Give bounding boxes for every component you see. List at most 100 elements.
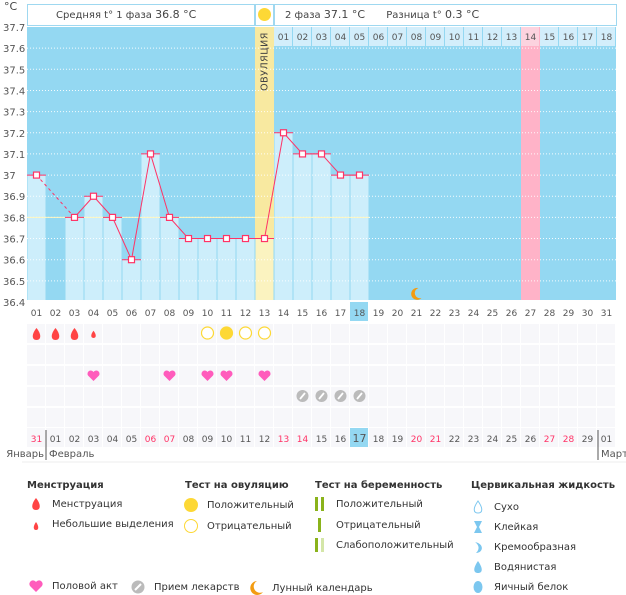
calendar-date: 03 [88,435,99,445]
grid-cell [255,345,273,364]
grid-cell [445,408,463,427]
calendar-date: 15 [316,435,327,445]
pregnancy-negative-icon [312,518,328,532]
grid-cell [46,345,64,364]
legend-item-label: Менструация [52,498,123,510]
y-unit: °C [4,0,18,13]
ovulation-positive-icon [183,497,199,513]
temperature-bar [179,238,198,300]
grid-cell [445,387,463,406]
phase2-day-label: 02 [297,33,308,43]
grid-cell [369,366,387,385]
cycle-day-label: 01 [31,309,42,319]
grid-cell [65,387,83,406]
y-tick-label: 37.2 [3,129,25,140]
calendar-date: 04 [107,435,119,445]
grid-cell [198,345,216,364]
phase2-day-cell [426,27,444,46]
legend-cervical-item: Водянистая [470,560,556,574]
y-tick-label: 36.4 [3,298,25,309]
cycle-day-label: 14 [278,309,290,319]
grid-cell [502,366,520,385]
grid-cell [293,428,311,447]
grid-cell [141,408,159,427]
legend-pregnancy-weak: Слабоположительный [312,538,454,552]
phase2-day-cell [293,27,311,46]
pregnancy-positive-icon [312,497,328,511]
grid-cell [502,428,520,447]
month-label-march: Март [601,449,626,460]
grid-cell [331,345,349,364]
cycle-day-label: 17 [335,309,346,319]
temperature-bar [217,238,236,300]
grid-cell [369,408,387,427]
cycle-day-label: 29 [563,309,575,319]
menstruation-drop-icon [28,498,44,510]
temperature-point [32,171,41,179]
grid-cell [369,345,387,364]
cycle-day-label: 20 [392,309,404,319]
grid-cell [426,366,444,385]
grid-cell [331,324,349,343]
heart-icon [28,580,44,593]
grid-cell [65,408,83,427]
grid-cell [255,428,273,447]
grid-cell [103,428,121,447]
grid-cell [388,324,406,343]
temperature-line-segment [131,153,151,260]
grid-cell [84,428,102,447]
intercourse-heart-icon [258,370,271,381]
calendar-date: 26 [525,435,537,445]
grid-cell [179,387,197,406]
y-tick-label: 37 [3,171,16,182]
grid-cell [521,324,539,343]
menstruation-drop-icon [70,328,79,340]
pregnancy-weak-icon [312,538,328,552]
current-day-highlight [350,302,368,321]
grid-cell [350,324,368,343]
grid-cell [274,428,292,447]
grid-cell [540,387,558,406]
grid-cell [198,387,216,406]
phase2-day-label: 09 [430,33,442,43]
phase2-day-label: 06 [373,33,385,43]
cycle-day-label: 21 [411,309,422,319]
legend-pregnancy-negative: Отрицательный [312,518,421,532]
legend-item-label: Кремообразная [494,541,577,553]
grid-cell [217,387,235,406]
grid-cell [274,366,292,385]
calendar-date: 22 [449,435,460,445]
pill-stripe [318,392,325,400]
phase2-day-label: 04 [335,33,347,43]
calendar-date: 02 [69,435,80,445]
grid-cell [464,366,482,385]
grid-cell [483,428,501,447]
grid-cell [46,366,64,385]
temperature-point [203,234,212,243]
grid-cell [597,408,615,427]
legend-cervical-item: Сухо [470,500,519,514]
grid-cell [597,387,615,406]
phase2-day-cell [464,27,482,46]
calendar-date: 14 [297,435,309,445]
legend-item-label: Водянистая [494,561,557,573]
legend-item-label: Отрицательный [207,520,292,532]
cycle-day-label: 12 [240,309,251,319]
grid-cell [407,366,425,385]
grid-cell [559,428,577,447]
cycle-day-label: 19 [373,309,385,319]
grid-cell [236,387,254,406]
grid-cell [103,345,121,364]
ovulation-label: ОВУЛЯЦИЯ [255,32,274,92]
cycle-day-label: 04 [88,309,100,319]
grid-cell [103,408,121,427]
grid-cell [293,366,311,385]
grid-cell [122,345,140,364]
grid-cell [141,387,159,406]
temperature-point [165,213,174,221]
cycle-day-label: 23 [449,309,460,319]
phase2-day-label: 03 [316,33,327,43]
calendar-date: 20 [411,435,423,445]
temperature-bar [274,132,293,300]
phase2-day-label: 08 [411,33,423,43]
